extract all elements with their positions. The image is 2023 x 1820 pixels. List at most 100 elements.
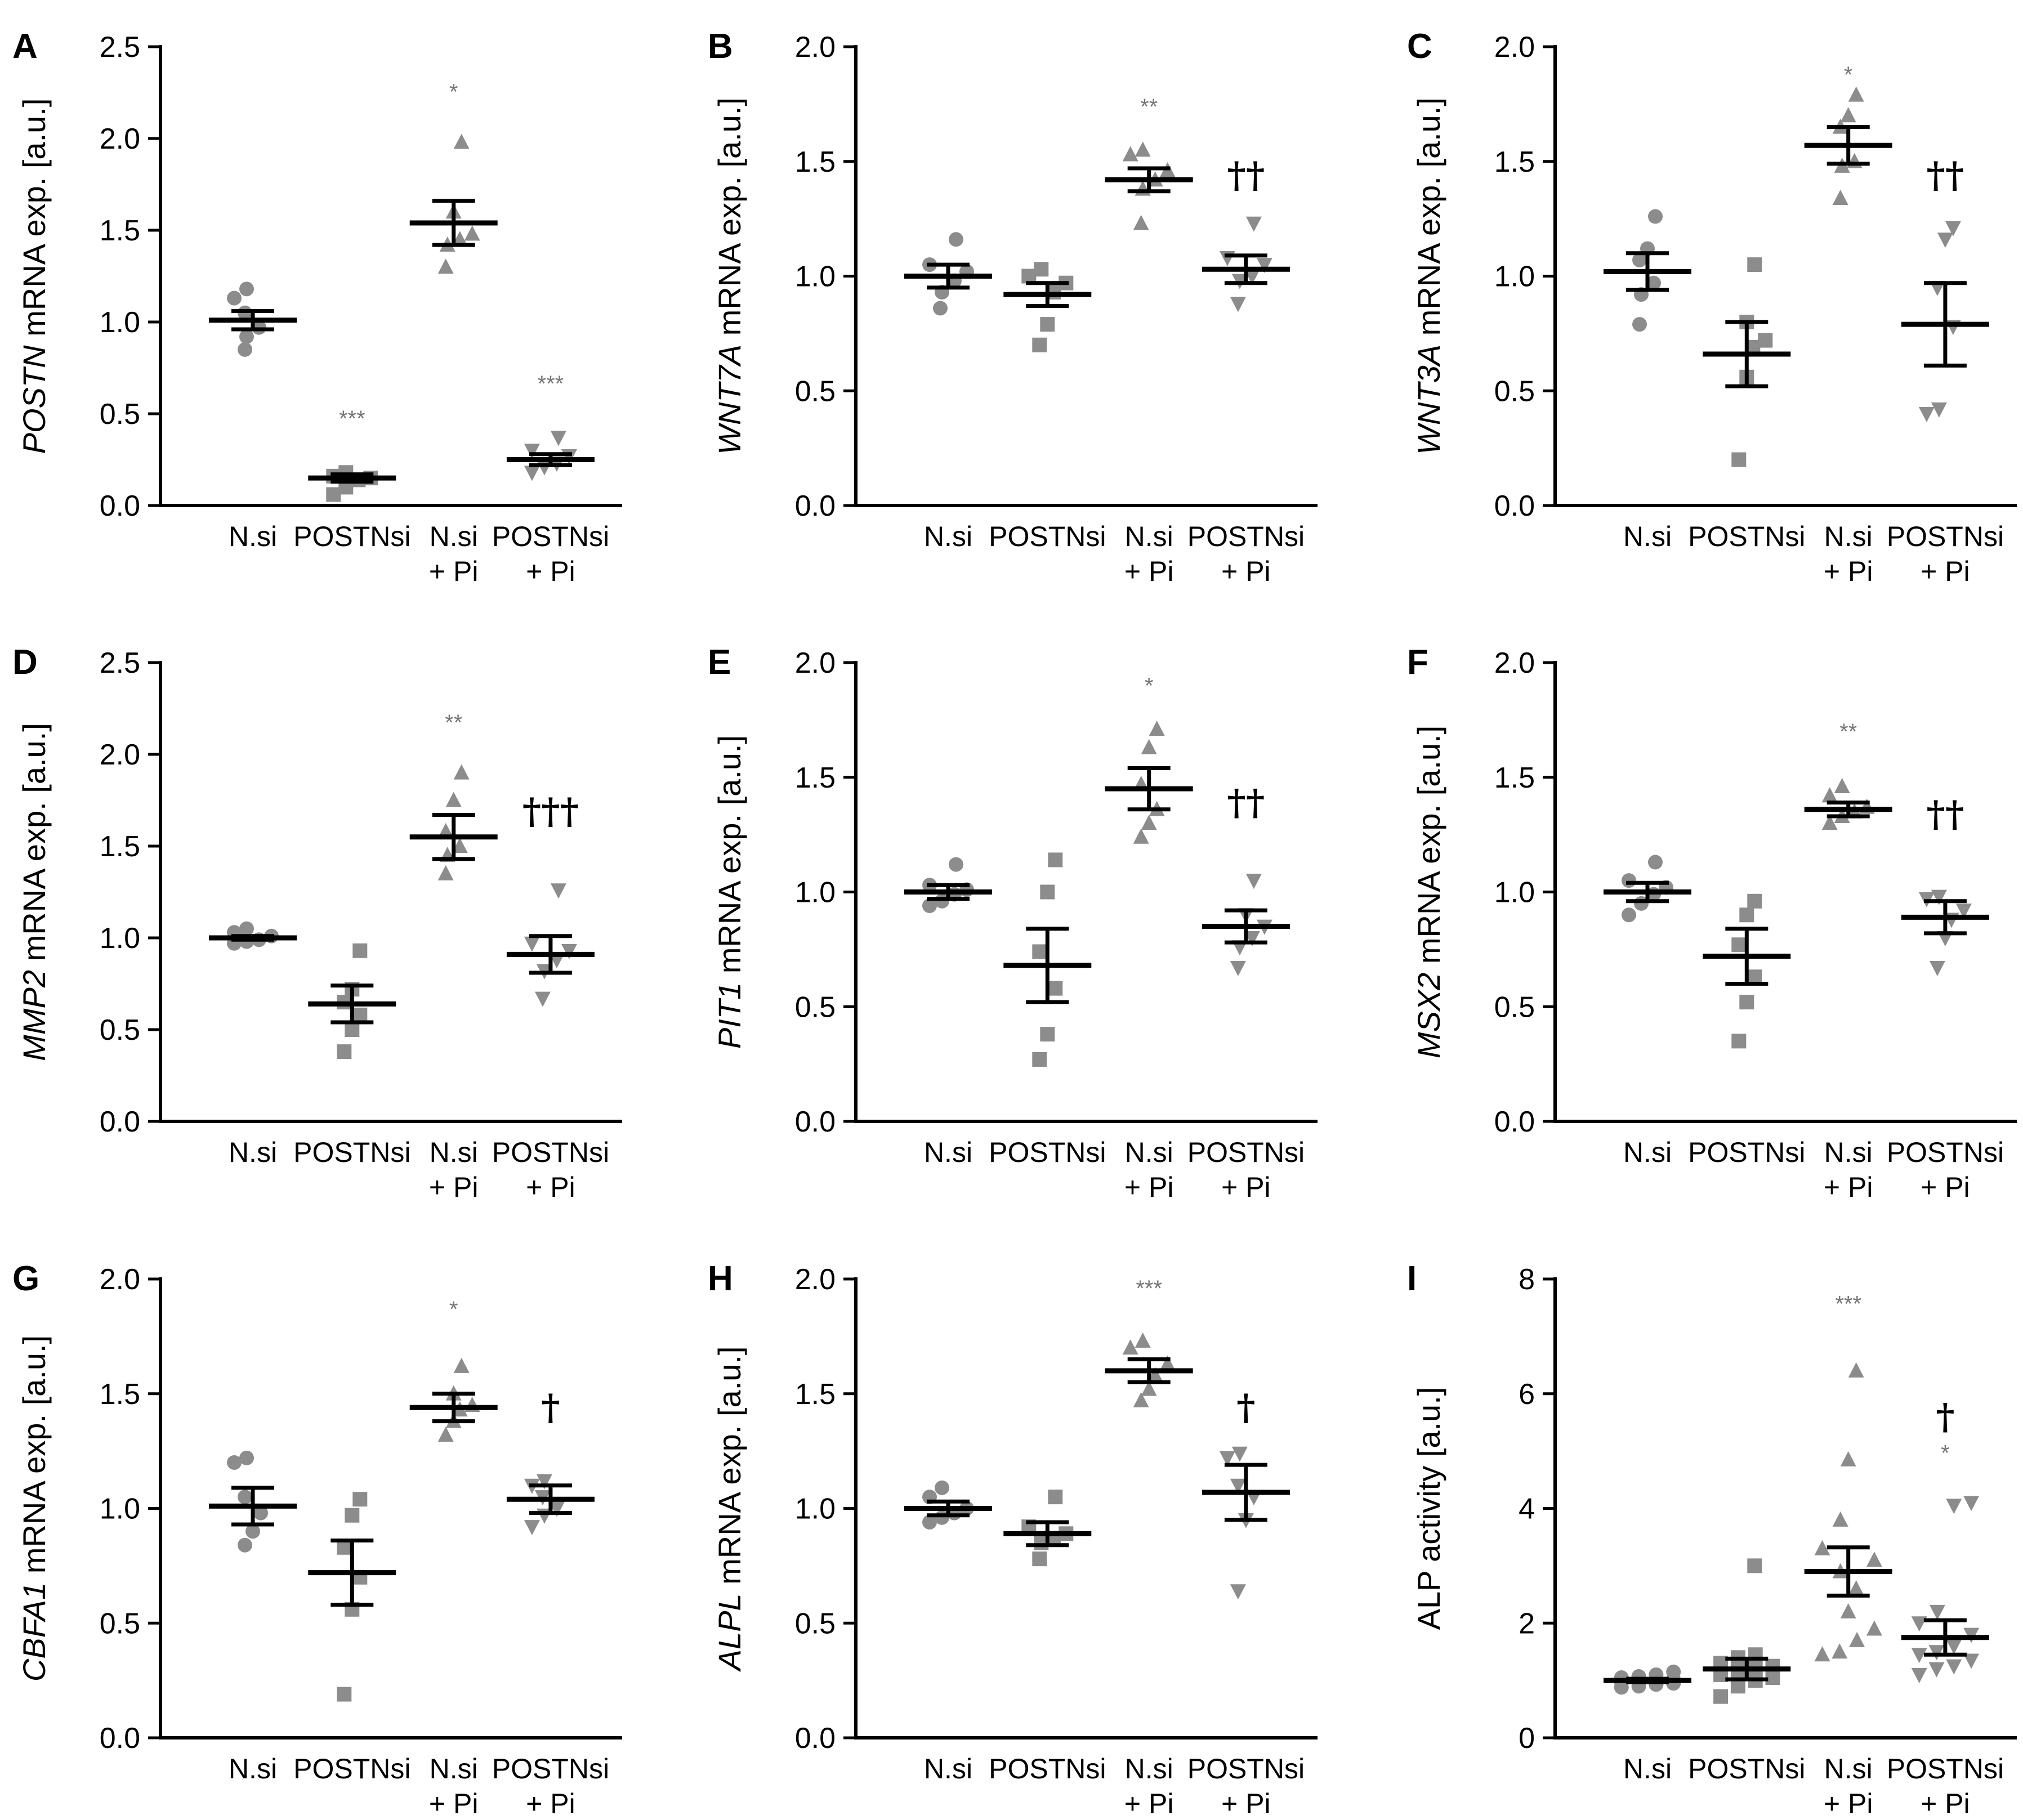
x-category-label: POSTNsi — [1688, 521, 1805, 552]
x-category-label: POSTNsi + Pi — [492, 1753, 609, 1819]
y-tick-label: 1.0 — [795, 877, 836, 909]
x-category-label: POSTNsi — [989, 521, 1106, 552]
data-point — [1040, 1027, 1055, 1042]
data-point — [1834, 778, 1850, 794]
y-axis-label: WNT7A mRNA exp. [a.u.] — [712, 97, 747, 455]
data-point — [238, 342, 252, 357]
data-point — [1911, 1667, 1927, 1683]
significance-dagger: † — [541, 1387, 560, 1429]
x-category-label-line: + Pi — [526, 556, 575, 587]
data-point — [1622, 907, 1636, 923]
significance-star: ** — [1839, 719, 1857, 744]
y-tick-label: 0.0 — [795, 1106, 836, 1138]
data-point — [524, 1520, 540, 1536]
data-point — [1245, 874, 1262, 889]
x-category-label: POSTNsi — [293, 1753, 410, 1785]
x-category-label: POSTNsi — [1688, 1137, 1805, 1168]
data-point — [1713, 1689, 1729, 1704]
y-axis-label-unit: mRNA exp. [a.u.] — [1411, 97, 1446, 345]
data-point — [536, 1474, 552, 1490]
x-category-label-line: N.si — [924, 1753, 972, 1785]
significance-star: *** — [339, 406, 365, 431]
significance-star: *** — [1835, 1292, 1861, 1317]
y-tick-label: 2 — [1519, 1607, 1535, 1640]
series-4 — [506, 1474, 595, 1536]
y-axis-label-gene: POSTN — [16, 345, 52, 454]
data-point — [337, 1540, 352, 1555]
data-point — [1758, 333, 1773, 348]
data-point — [437, 865, 454, 880]
data-point — [1814, 1540, 1830, 1555]
data-point — [1141, 815, 1157, 830]
data-point — [1122, 146, 1138, 162]
x-category-label: N.si — [1623, 1753, 1672, 1785]
data-point — [1622, 873, 1636, 888]
data-point — [352, 1492, 368, 1507]
data-point — [437, 1427, 454, 1442]
panel-letter: G — [12, 1259, 39, 1298]
y-tick-label: 1.5 — [795, 762, 836, 794]
data-point — [1946, 1639, 1962, 1654]
y-tick-label: 1.0 — [795, 1493, 836, 1526]
significance-star: *** — [1136, 1276, 1162, 1301]
significance-star: ** — [445, 710, 462, 735]
x-category-label-line: N.si — [1824, 1753, 1873, 1785]
x-category-label-line: + Pi — [1221, 1171, 1271, 1203]
y-tick-label: 1.0 — [1494, 877, 1535, 909]
x-category-label: N.si + Pi — [1124, 1137, 1174, 1203]
data-point — [337, 1044, 352, 1059]
data-point — [452, 838, 468, 853]
y-tick-label: 0.5 — [100, 1607, 140, 1640]
y-tick-label: 0.0 — [100, 490, 140, 522]
x-category-label-line: + Pi — [1124, 1788, 1174, 1819]
data-point — [1231, 1446, 1248, 1462]
data-point — [1648, 209, 1663, 224]
y-tick-label: 1.0 — [100, 922, 140, 955]
data-point — [1632, 252, 1647, 267]
x-category-label: POSTNsi — [293, 521, 410, 552]
x-category-label: POSTNsi — [293, 1137, 410, 1168]
series-2 — [308, 465, 396, 502]
data-point — [1230, 1478, 1246, 1494]
data-point — [1911, 1616, 1927, 1632]
data-point — [548, 953, 565, 969]
y-tick-label: 0.5 — [1494, 375, 1535, 408]
data-point — [1946, 1659, 1962, 1675]
x-category-label: POSTNsi + Pi — [1887, 1753, 2004, 1819]
data-point — [1840, 1451, 1856, 1466]
x-category-label-line: N.si — [229, 1753, 277, 1785]
data-point — [1849, 1631, 1865, 1647]
y-tick-label: 1.0 — [100, 306, 140, 339]
data-point — [1945, 221, 1961, 236]
y-axis-label: ALP activity [a.u.] — [1411, 1387, 1446, 1630]
x-category-label: POSTNsi — [989, 1137, 1106, 1168]
data-point — [238, 1537, 252, 1553]
series-4 — [1202, 1446, 1290, 1600]
series-1 — [1604, 209, 1691, 332]
series-1 — [904, 857, 992, 913]
significance-dagger: † — [1936, 1396, 1954, 1438]
data-point — [1256, 258, 1272, 274]
x-category-label: N.si + Pi — [1824, 1137, 1873, 1203]
x-category-label-line: N.si — [1824, 1137, 1873, 1168]
y-tick-label: 2.0 — [100, 123, 140, 155]
x-category-label: N.si — [924, 1137, 972, 1168]
x-category-label-line: + Pi — [1221, 1788, 1271, 1819]
x-category-label-line: POSTNsi — [293, 521, 410, 552]
data-point — [1937, 232, 1953, 248]
x-category-label: N.si + Pi — [1124, 1753, 1174, 1819]
data-point — [1133, 214, 1149, 230]
data-point — [922, 898, 937, 913]
significance-star: ** — [1140, 95, 1158, 119]
data-point — [445, 792, 462, 807]
y-tick-label: 4 — [1519, 1493, 1535, 1526]
data-point — [935, 1480, 949, 1495]
x-category-label-line: POSTNsi — [1187, 521, 1305, 552]
x-category-label: POSTNsi + Pi — [492, 521, 609, 587]
x-category-label-line: N.si — [924, 521, 972, 552]
data-point — [550, 431, 566, 446]
significance-dagger: †† — [1926, 154, 1964, 196]
data-point — [561, 943, 577, 959]
data-point — [345, 1508, 360, 1523]
x-category-label: POSTNsi — [989, 1753, 1106, 1785]
